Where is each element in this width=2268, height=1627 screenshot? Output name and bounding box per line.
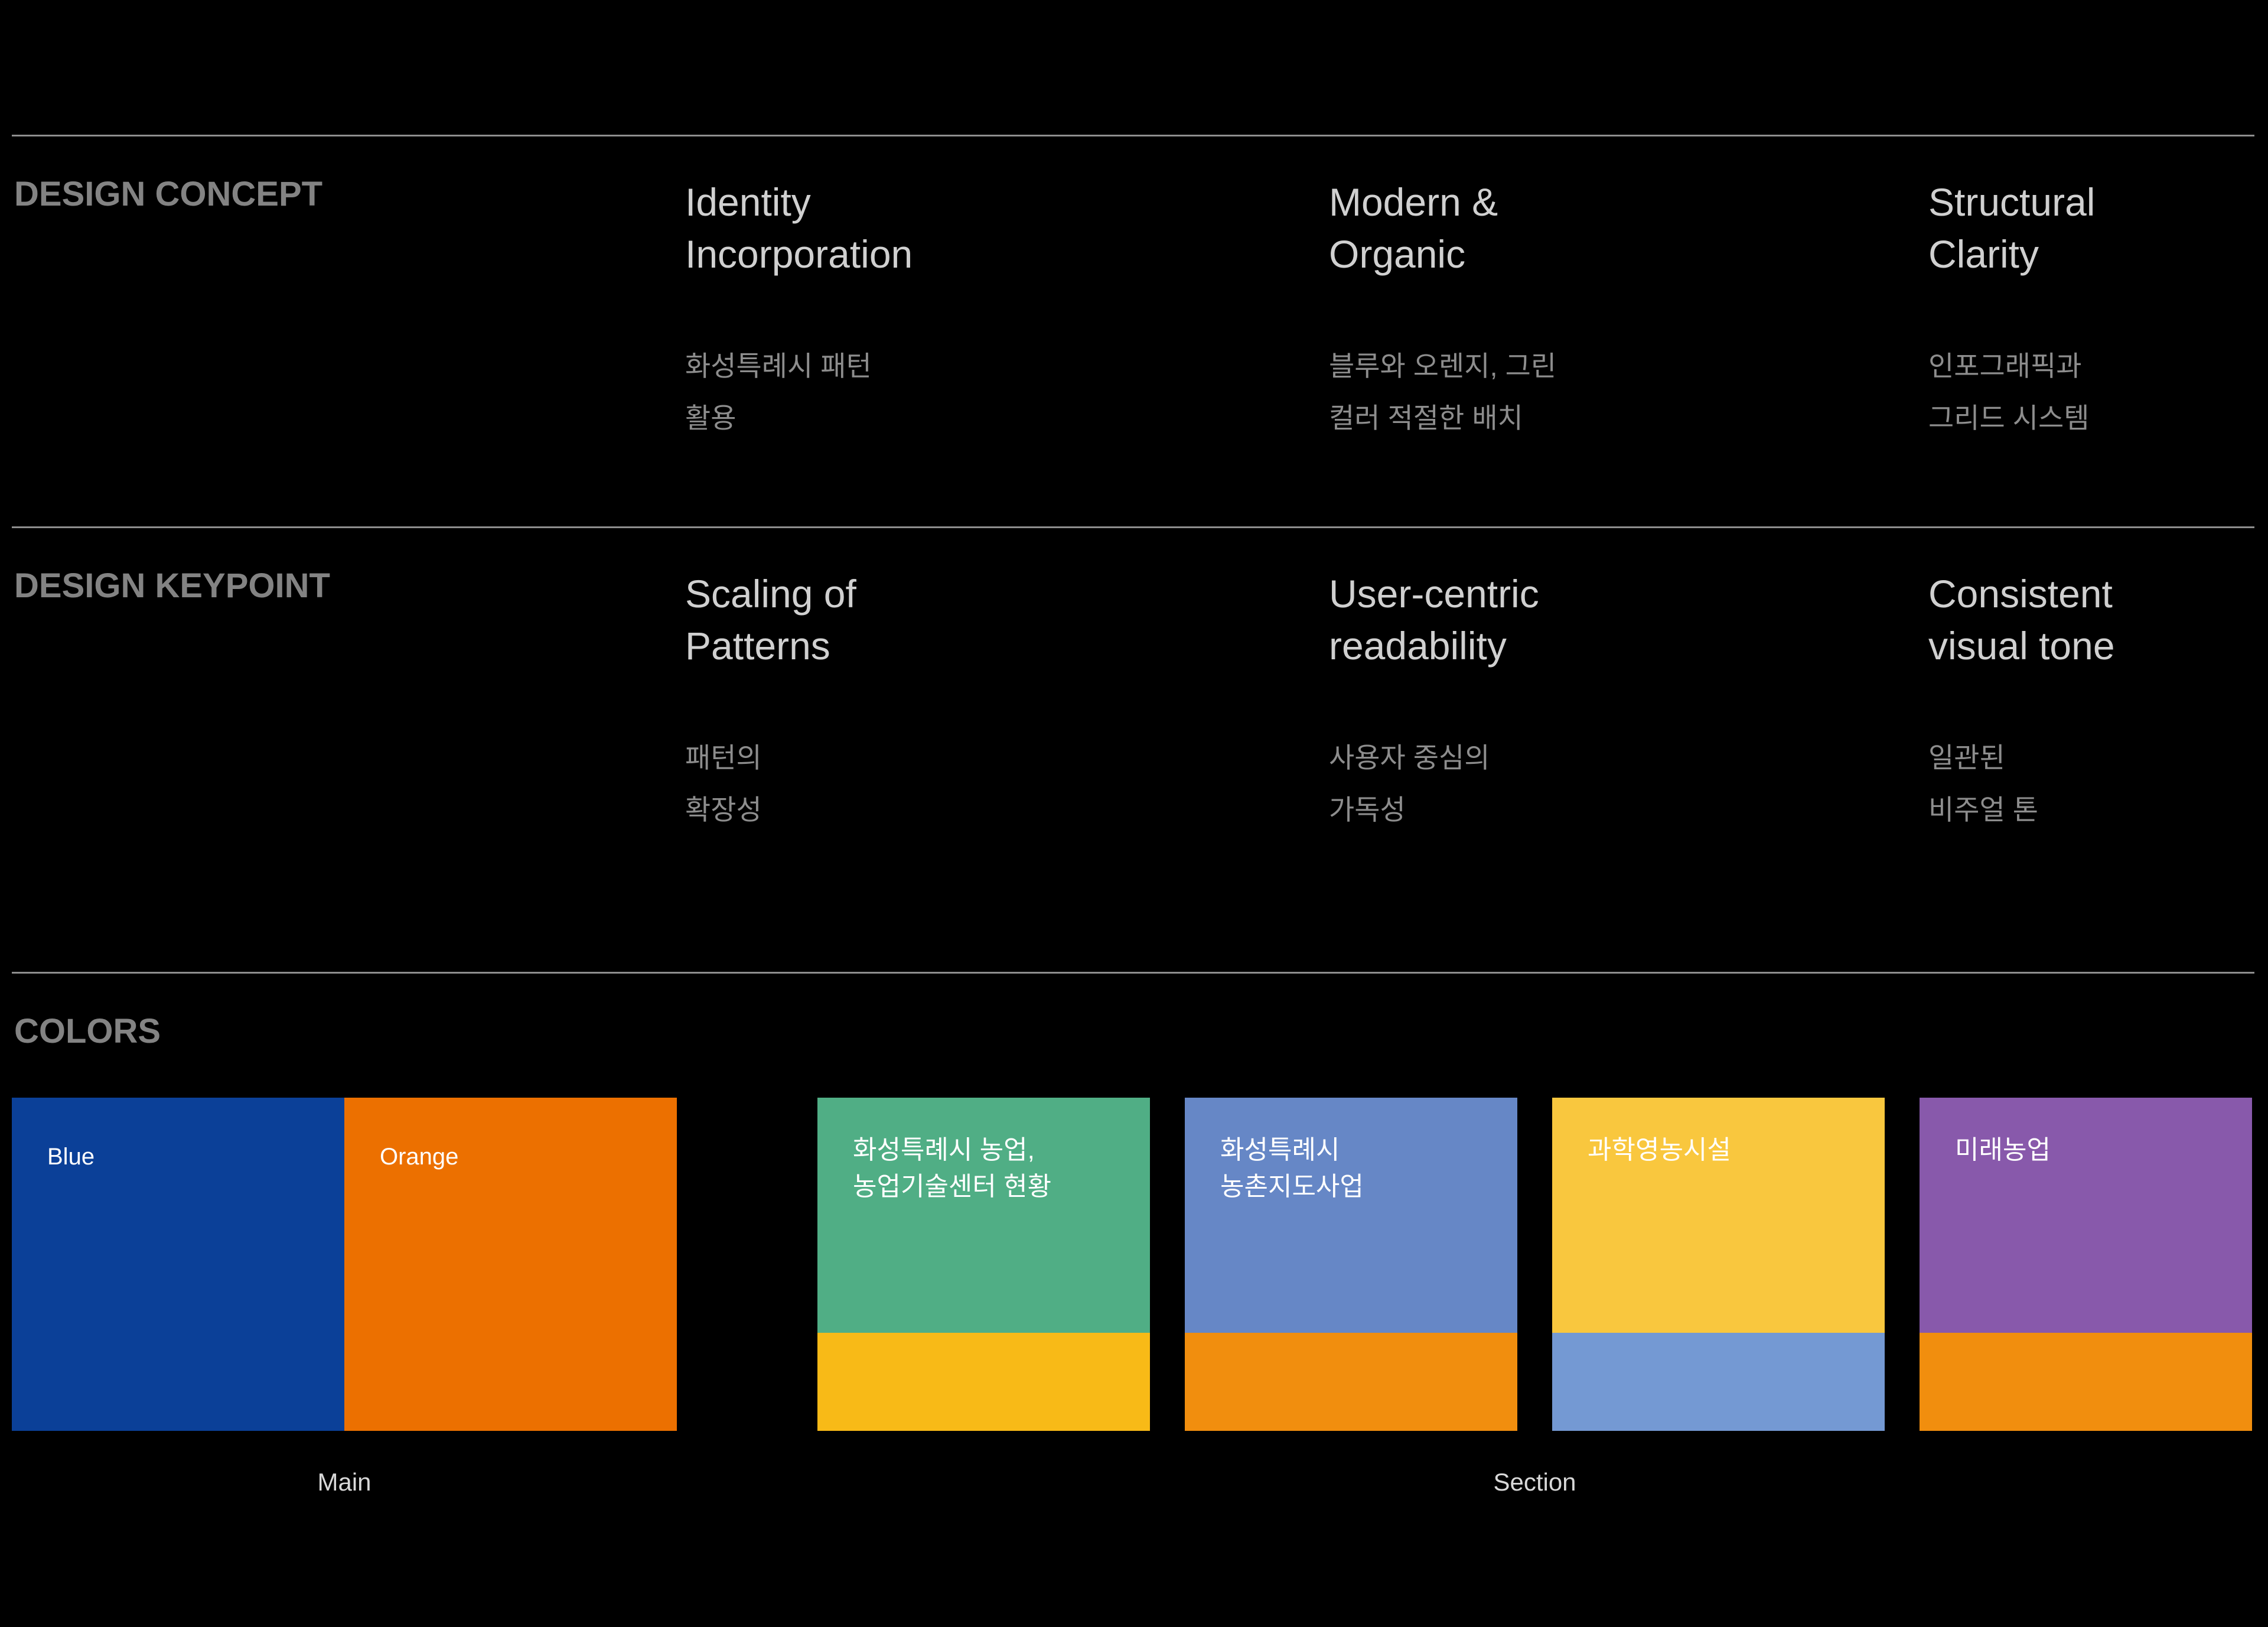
concept-item-structural-clarity: Structural Clarity 인포그래픽과 그리드 시스템: [1928, 176, 2268, 434]
subtitle-line: 사용자 중심의: [1329, 742, 1490, 773]
subtitle-line: 컬러 적절한 배치: [1329, 402, 1523, 434]
title-line: visual tone: [1928, 624, 2115, 668]
subtitle-line: 화성특례시 패턴: [685, 350, 872, 382]
main-swatch-blue: Blue: [12, 1098, 344, 1431]
design-keypoint-heading: DESIGN KEYPOINT: [14, 567, 330, 605]
section-swatch-scientific-farming: 과학영농시설: [1552, 1098, 1885, 1431]
swatch-label: Blue: [47, 1144, 95, 1170]
title-line: Scaling of: [685, 572, 856, 616]
title-line: Consistent: [1928, 572, 2113, 616]
subtitle-line: 패턴의: [685, 742, 762, 773]
subtitle-line: 비주얼 톤: [1928, 794, 2039, 825]
swatch-title-line: 과학영농시설: [1588, 1135, 1731, 1164]
title-line: Clarity: [1928, 232, 2039, 276]
item-subtitle: 화성특례시 패턴 활용: [685, 340, 872, 444]
section-swatch-rural-guidance: 화성특례시 농촌지도사업: [1185, 1098, 1517, 1431]
item-subtitle: 패턴의 확장성: [685, 732, 762, 836]
section-group-caption: Section: [1493, 1468, 1576, 1496]
subtitle-line: 블루와 오렌지, 그린: [1329, 350, 1557, 382]
main-group-caption: Main: [317, 1468, 372, 1496]
concept-item-identity: Identity Incorporation 화성특례시 패턴 활용: [685, 176, 1217, 434]
section-swatch-agriculture-status: 화성특례시 농업, 농업기술센터 현황: [817, 1098, 1150, 1431]
swatch-title: 화성특례시 농업, 농업기술센터 현황: [853, 1132, 1051, 1205]
color-strip: [817, 1333, 1150, 1431]
item-title: Structural Clarity: [1928, 176, 2268, 280]
title-line: Organic: [1329, 232, 1466, 276]
swatch-title: 미래농업: [1955, 1132, 2051, 1169]
design-concept-section: DESIGN CONCEPT Identity Incorporation 화성…: [0, 135, 2268, 526]
item-subtitle: 일관된 비주얼 톤: [1928, 732, 2038, 836]
subtitle-line: 활용: [685, 402, 737, 434]
swatch-title-line: 미래농업: [1955, 1135, 2051, 1164]
colors-heading: COLORS: [14, 1012, 161, 1050]
title-line: Patterns: [685, 624, 830, 668]
subtitle-line: 확장성: [685, 794, 762, 825]
title-line: readability: [1329, 624, 1507, 668]
item-subtitle: 인포그래픽과 그리드 시스템: [1928, 340, 2090, 444]
title-line: Modern &: [1329, 180, 1498, 224]
color-strip: [1920, 1333, 2252, 1431]
swatch-title-line: 화성특례시 농업,: [853, 1135, 1035, 1164]
item-title: Consistent visual tone: [1928, 568, 2268, 672]
item-subtitle: 사용자 중심의 가독성: [1329, 732, 1490, 836]
section-divider: [12, 972, 2254, 974]
item-subtitle: 블루와 오렌지, 그린 컬러 적절한 배치: [1329, 340, 1556, 444]
concept-item-modern-organic: Modern & Organic 블루와 오렌지, 그린 컬러 적절한 배치: [1329, 176, 1860, 434]
title-line: Incorporation: [685, 232, 913, 276]
swatch-title-line: 농업기술센터 현황: [853, 1172, 1052, 1201]
item-title: Identity Incorporation: [685, 176, 1217, 280]
swatch-label: Orange: [380, 1144, 459, 1170]
section-divider: [12, 135, 2254, 136]
swatch-title: 과학영농시설: [1588, 1132, 1731, 1169]
title-line: User-centric: [1329, 572, 1539, 616]
subtitle-line: 인포그래픽과: [1928, 350, 2082, 382]
colors-section: COLORS Blue Orange 화성특례시 농업, 농업기술센터 현황 화…: [0, 972, 2268, 1627]
title-line: Identity: [685, 180, 811, 224]
title-line: Structural: [1928, 180, 2096, 224]
swatch-row: Blue Orange 화성특례시 농업, 농업기술센터 현황 화성특례시 농촌…: [0, 1098, 2268, 1431]
swatch-title: 화성특례시 농촌지도사업: [1220, 1132, 1364, 1205]
design-keypoint-section: DESIGN KEYPOINT Scaling of Patterns 패턴의 …: [0, 526, 2268, 972]
subtitle-line: 가독성: [1329, 794, 1406, 825]
section-divider: [12, 526, 2254, 528]
swatch-title-line: 농촌지도사업: [1220, 1172, 1364, 1201]
keypoint-item-scaling: Scaling of Patterns 패턴의 확장성: [685, 568, 1217, 825]
subtitle-line: 일관된: [1928, 742, 2005, 773]
keypoint-item-visual-tone: Consistent visual tone 일관된 비주얼 톤: [1928, 568, 2268, 825]
item-title: Scaling of Patterns: [685, 568, 1217, 672]
main-swatch-orange: Orange: [344, 1098, 677, 1431]
keypoint-item-readability: User-centric readability 사용자 중심의 가독성: [1329, 568, 1860, 825]
section-swatch-future-agriculture: 미래농업: [1920, 1098, 2252, 1431]
design-concept-heading: DESIGN CONCEPT: [14, 175, 323, 213]
item-title: User-centric readability: [1329, 568, 1860, 672]
swatch-title-line: 화성특례시: [1220, 1135, 1340, 1164]
color-strip: [1552, 1333, 1885, 1431]
subtitle-line: 그리드 시스템: [1928, 402, 2090, 434]
color-strip: [1185, 1333, 1517, 1431]
item-title: Modern & Organic: [1329, 176, 1860, 280]
